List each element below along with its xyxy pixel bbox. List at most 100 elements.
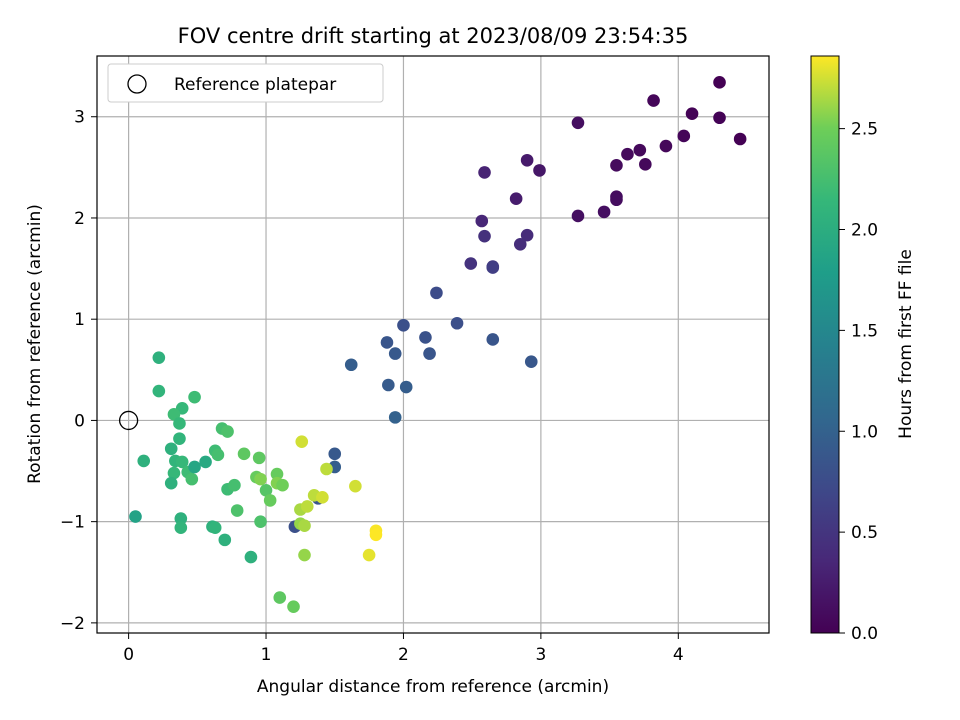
data-point <box>430 286 443 300</box>
data-point <box>380 336 394 349</box>
colorbar-tick-label: 1.5 <box>851 321 878 341</box>
data-point <box>520 153 534 167</box>
data-point <box>211 448 225 462</box>
data-point <box>513 237 527 251</box>
data-point <box>276 478 289 492</box>
data-point <box>509 192 523 206</box>
colorbar-tick-label: 1.0 <box>851 422 878 442</box>
data-point <box>659 139 673 153</box>
legend-marker-icon <box>127 74 147 94</box>
data-point <box>685 107 699 120</box>
data-point <box>639 158 652 171</box>
data-point <box>298 519 311 532</box>
data-point <box>399 380 413 394</box>
data-point <box>173 417 186 430</box>
x-tick-label: 4 <box>673 645 684 665</box>
data-point <box>208 521 222 535</box>
data-point <box>633 143 647 157</box>
colorbar-ticks: 0.0 0.5 1.0 1.5 2.0 2.5 <box>839 120 878 644</box>
data-point <box>228 478 241 492</box>
data-point <box>524 355 538 369</box>
data-point <box>677 129 691 143</box>
data-point <box>571 209 585 223</box>
chart-title: FOV centre drift starting at 2023/08/09 … <box>178 24 689 48</box>
data-point <box>174 521 188 535</box>
data-point <box>173 432 186 445</box>
data-point <box>733 132 747 146</box>
data-point <box>464 257 478 270</box>
colorbar: 0.0 0.5 1.0 1.5 2.0 2.5 Hours from first FF f… <box>810 55 916 644</box>
x-tick-label: 3 <box>535 645 546 665</box>
data-point <box>237 447 251 461</box>
data-point <box>152 384 166 398</box>
data-point <box>320 462 333 476</box>
data-point <box>152 351 166 364</box>
data-point <box>174 512 188 525</box>
y-tick-label: −2 <box>60 614 85 634</box>
data-point <box>388 411 402 424</box>
colorbar-tick-label: 0.5 <box>851 523 878 543</box>
data-point <box>610 193 623 207</box>
data-point <box>647 94 660 107</box>
data-point <box>571 116 585 130</box>
data-point <box>597 205 611 219</box>
data-point <box>520 228 534 242</box>
data-point <box>230 504 244 517</box>
data-point <box>397 318 410 332</box>
data-point <box>450 316 464 330</box>
data-point <box>344 358 358 372</box>
x-tick-label: 0 <box>123 645 134 665</box>
data-point <box>188 460 201 474</box>
data-point <box>475 214 489 228</box>
legend: Reference platepar <box>107 63 384 103</box>
y-axis-label: Rotation from reference (arcmin) <box>25 204 45 484</box>
data-point <box>369 528 383 542</box>
data-point <box>221 425 234 438</box>
legend-entry-reference: Reference platepar <box>174 75 336 95</box>
colorbar-tick-label: 0.0 <box>851 624 878 644</box>
data-point <box>167 408 181 421</box>
data-point <box>254 472 267 486</box>
colorbar-tick-label: 2.5 <box>851 120 878 140</box>
data-point <box>273 591 287 604</box>
data-point <box>199 455 212 469</box>
colorbar-label: Hours from first FF file <box>896 249 916 439</box>
y-axis: −2 −1 0 1 2 3 <box>60 108 97 634</box>
data-point <box>252 451 266 465</box>
data-point <box>263 494 277 507</box>
data-point <box>259 483 273 497</box>
x-axis: 0 1 2 3 4 <box>123 633 684 665</box>
data-point <box>713 111 726 125</box>
data-point <box>621 147 634 161</box>
data-point <box>362 548 376 562</box>
colorbar-tick-label: 2.0 <box>851 221 878 241</box>
y-tick-label: −1 <box>60 513 85 533</box>
data-point <box>486 261 500 274</box>
y-tick-label: 1 <box>74 310 85 330</box>
y-tick-label: 0 <box>74 411 85 431</box>
x-axis-label: Angular distance from reference (arcmin) <box>257 677 609 697</box>
data-point <box>270 467 284 481</box>
data-point <box>316 491 329 504</box>
data-point <box>388 347 402 360</box>
data-point <box>175 455 189 469</box>
plot-frame <box>96 55 770 634</box>
data-point <box>610 159 623 172</box>
reference-marker <box>118 410 139 431</box>
y-tick-label: 3 <box>74 108 85 128</box>
data-points <box>129 76 747 613</box>
data-point <box>295 435 309 448</box>
data-point <box>244 550 258 564</box>
data-point <box>185 472 199 486</box>
y-tick-label: 2 <box>74 209 85 229</box>
data-point <box>349 479 362 493</box>
data-point <box>382 378 395 392</box>
data-point <box>137 454 151 468</box>
data-point <box>486 333 500 346</box>
data-point <box>167 466 181 480</box>
legend-box <box>107 63 384 103</box>
data-point <box>298 548 311 562</box>
data-point <box>254 515 267 528</box>
data-point <box>129 510 142 523</box>
